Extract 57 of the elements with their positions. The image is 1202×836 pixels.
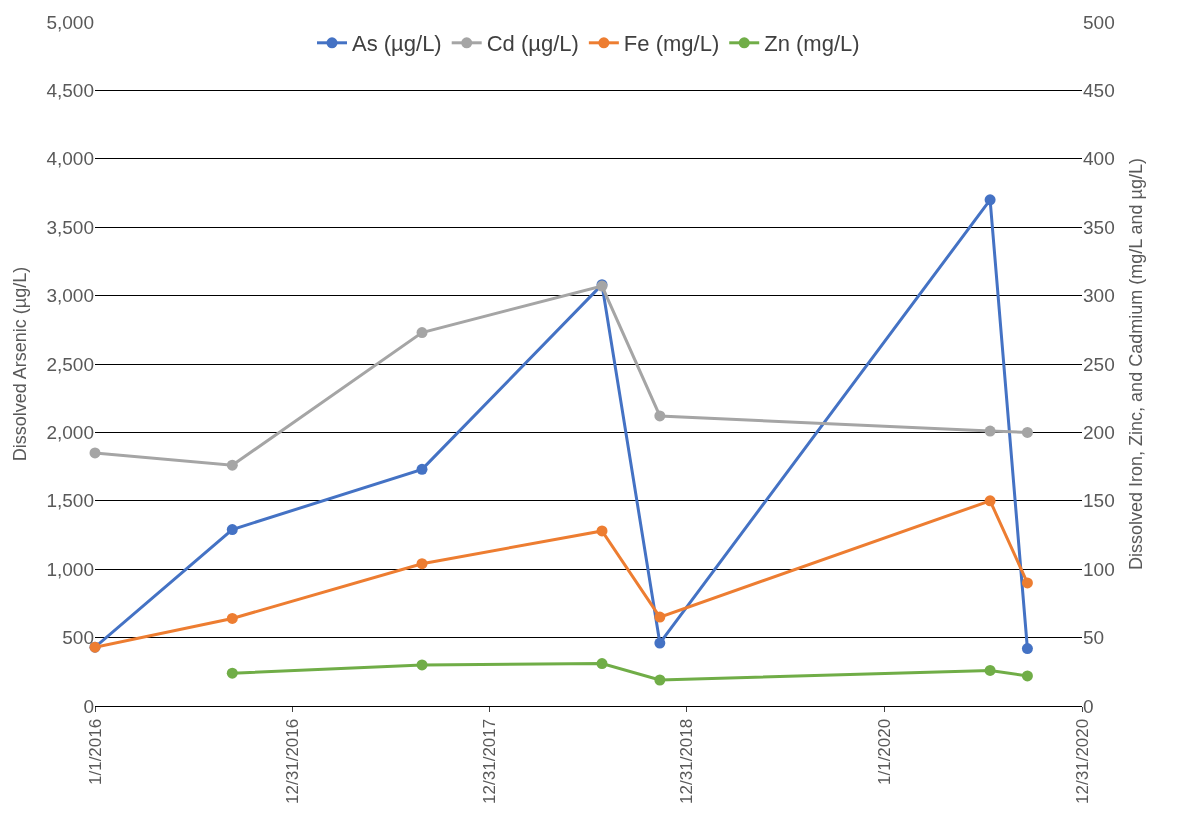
point	[596, 525, 608, 537]
y-tick-label: 5,000	[46, 11, 94, 33]
y-axis-title: Dissolved Arsenic (µg/L)	[9, 266, 30, 462]
y-tick-label: 2,500	[46, 353, 94, 375]
x-tick-label: 12/31/2018	[677, 718, 697, 804]
x-tick-label: 1/1/2016	[85, 718, 105, 785]
point	[416, 558, 428, 570]
y2-tick-label: 150	[1083, 490, 1115, 512]
point	[654, 637, 666, 649]
point	[226, 524, 238, 536]
y-tick-label: 500	[62, 627, 94, 649]
y2-tick-label: 200	[1083, 422, 1115, 444]
point	[416, 463, 428, 475]
point	[984, 495, 996, 507]
point	[416, 327, 428, 339]
point	[1021, 577, 1033, 589]
y2-tick-label: 250	[1083, 353, 1115, 375]
y2-tick-label: 400	[1083, 148, 1115, 170]
legend-label: Zn (mg/L)	[764, 31, 860, 57]
y-tick-label: 1,500	[46, 490, 94, 512]
point	[416, 659, 428, 671]
point	[1021, 426, 1033, 438]
point	[654, 674, 666, 686]
y-tick-label: 2,000	[46, 422, 94, 444]
point	[1021, 670, 1033, 682]
point	[984, 194, 996, 206]
point	[654, 611, 666, 623]
y2-tick-label: 500	[1083, 11, 1115, 33]
legend-label: As (µg/L)	[352, 31, 442, 57]
legend-label: Fe (mg/L)	[623, 31, 720, 57]
x-tick-label: 12/31/2020	[1072, 718, 1092, 804]
point	[226, 667, 238, 679]
legend-label: Cd (µg/L)	[486, 31, 579, 57]
y-tick-label: 0	[83, 695, 94, 717]
point	[226, 459, 238, 471]
point	[984, 664, 996, 676]
point	[1021, 643, 1033, 655]
y2-tick-label: 0	[1083, 695, 1094, 717]
point	[654, 410, 666, 422]
y-tick-label: 3,000	[46, 285, 94, 307]
y-tick-label: 1,000	[46, 558, 94, 580]
x-tick-label: 1/1/2020	[875, 718, 895, 785]
y-tick-label: 3,500	[46, 216, 94, 238]
point	[226, 612, 238, 624]
y2-tick-label: 300	[1083, 285, 1115, 307]
point	[596, 658, 608, 670]
y2-axis-title: Dissolved Iron, Zinc, and Cadmium (mg/L and µg/L)	[1125, 158, 1146, 570]
point	[89, 447, 101, 459]
y2-tick-label: 50	[1083, 627, 1105, 649]
y2-tick-label: 450	[1083, 80, 1115, 102]
y-tick-label: 4,500	[46, 80, 94, 102]
point	[984, 425, 996, 437]
x-tick-label: 12/31/2017	[480, 718, 500, 804]
x-tick-label: 12/31/2016	[282, 718, 302, 804]
y-tick-label: 4,000	[46, 148, 94, 170]
y2-tick-label: 100	[1083, 558, 1115, 580]
y2-tick-label: 350	[1083, 216, 1115, 238]
